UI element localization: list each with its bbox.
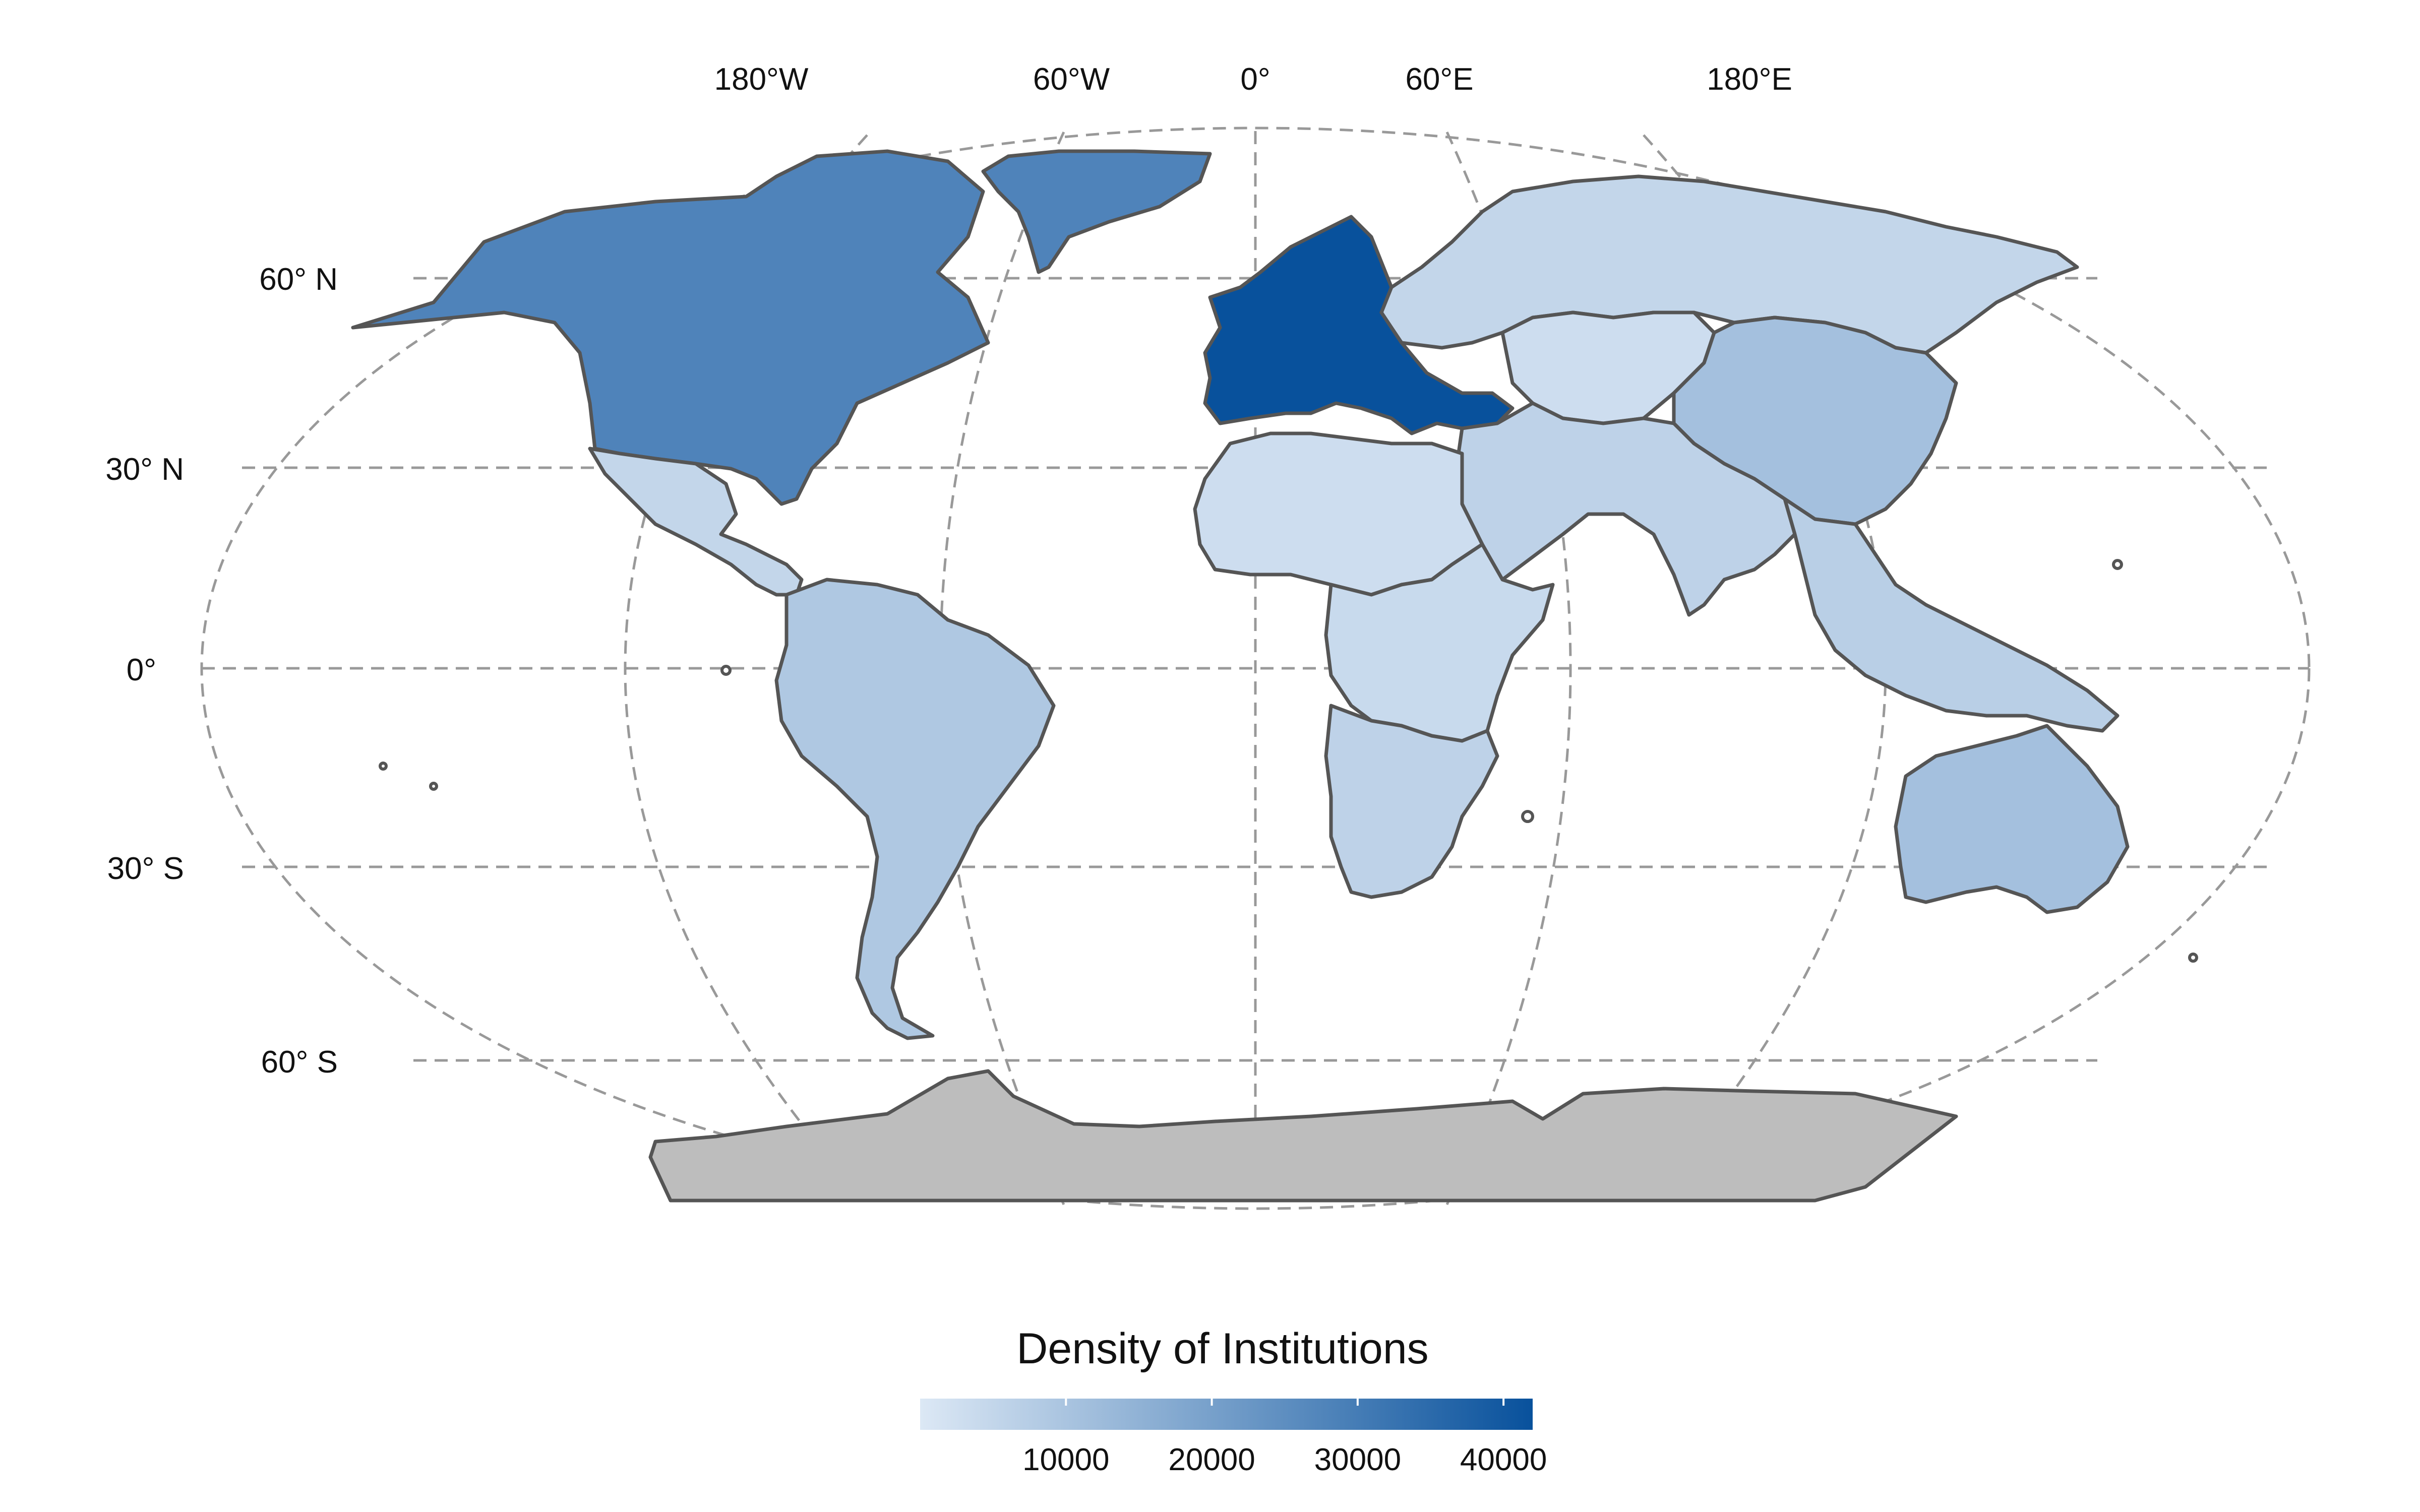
region-south-asia-middle-east xyxy=(1455,401,1797,617)
region-east-africa xyxy=(1324,542,1555,743)
region-greenland xyxy=(981,149,1212,274)
lat-label-60n: 60° N xyxy=(259,262,338,297)
region-mexico-central-america xyxy=(588,447,804,597)
legend-tick-label: 10000 xyxy=(1022,1442,1109,1477)
region-southeast-asia xyxy=(1783,497,2120,733)
legend-tick-label: 20000 xyxy=(1168,1442,1255,1477)
island xyxy=(720,665,732,676)
lon-label-60w: 60°W xyxy=(1033,62,1110,97)
island-marks xyxy=(379,559,2198,963)
lat-label-60s: 60° S xyxy=(261,1045,338,1080)
island xyxy=(2188,953,2198,963)
legend: Density of Institutions 10000 20000 30000 4… xyxy=(920,1325,1547,1477)
lon-label-180e: 180°E xyxy=(1707,62,1792,97)
regions xyxy=(351,149,2130,1203)
region-south-america xyxy=(774,578,1056,1040)
legend-title: Density of Institutions xyxy=(1016,1325,1428,1373)
island xyxy=(1521,810,1534,823)
region-oceania xyxy=(1894,724,2130,914)
lon-label-60e: 60°E xyxy=(1405,62,1473,97)
latitude-labels: 60° N 30° N 0° 30° S 60° S xyxy=(105,262,338,1080)
lon-label-180w: 180°W xyxy=(714,62,809,97)
region-southern-africa xyxy=(1324,704,1499,899)
longitude-labels: 180°W 60°W 0° 60°E 180°E xyxy=(714,62,1792,97)
lon-label-0: 0° xyxy=(1240,62,1270,97)
region-north-america xyxy=(351,149,990,506)
legend-tick-label: 30000 xyxy=(1314,1442,1401,1477)
legend-tick-label: 40000 xyxy=(1460,1442,1547,1477)
lat-label-30n: 30° N xyxy=(105,452,184,487)
region-antarctica xyxy=(648,1069,1958,1203)
lat-label-30s: 30° S xyxy=(107,851,184,886)
island xyxy=(429,782,438,791)
legend-ticks: 10000 20000 30000 40000 xyxy=(1022,1399,1547,1477)
meridian-120w xyxy=(624,134,868,1203)
island xyxy=(379,762,388,771)
legend-colorbar xyxy=(920,1399,1533,1430)
island xyxy=(2112,559,2123,570)
lat-label-0: 0° xyxy=(127,653,156,687)
region-north-west-africa xyxy=(1193,431,1484,597)
